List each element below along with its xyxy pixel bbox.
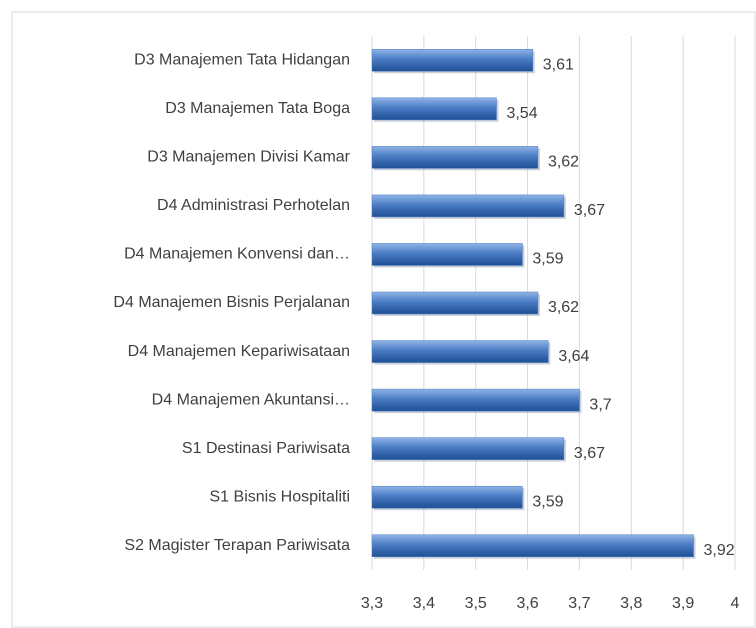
bar <box>371 146 539 169</box>
bar <box>371 291 539 315</box>
x-tick-label: 3,8 <box>620 595 642 612</box>
value-label: 3,61 <box>543 56 574 73</box>
value-label: 3,67 <box>574 445 605 462</box>
category-label: D3 Manajemen Tata Hidangan <box>134 51 350 68</box>
category-label: S1 Destinasi Pariwisata <box>182 440 350 457</box>
value-label: 3,59 <box>532 493 563 510</box>
bar <box>371 437 565 460</box>
category-label: D3 Manajemen Tata Boga <box>165 100 350 117</box>
x-tick-label: 3,5 <box>465 595 487 612</box>
bar <box>371 388 580 412</box>
value-label: 3,7 <box>589 396 611 413</box>
bar <box>371 49 534 72</box>
x-tick-label: 3,3 <box>361 595 383 612</box>
category-label: S2 Magister Terapan Pariwisata <box>124 537 350 554</box>
category-label: D4 Administrasi Perhotelan <box>157 197 350 214</box>
value-label: 3,54 <box>506 105 537 122</box>
x-tick-label: 3,4 <box>413 595 435 612</box>
bar <box>371 485 523 509</box>
category-label: D4 Manajemen Bisnis Perjalanan <box>113 294 350 311</box>
value-label: 3,62 <box>548 154 579 171</box>
x-tick-label: 3,9 <box>672 595 694 612</box>
x-tick-label: 3,7 <box>568 595 590 612</box>
value-label: 3,92 <box>704 542 735 559</box>
category-label: S1 Bisnis Hospitaliti <box>210 488 351 505</box>
category-label: D3 Manajemen Divisi Kamar <box>147 149 350 166</box>
bar <box>371 194 565 218</box>
value-label: 3,67 <box>574 202 605 219</box>
bar <box>371 534 694 557</box>
value-label: 3,59 <box>532 251 563 268</box>
bar <box>371 97 497 121</box>
category-label: D4 Manajemen Konvensi dan… <box>124 246 350 263</box>
category-label: D4 Manajemen Akuntansi… <box>152 391 350 408</box>
chart-frame <box>11 11 756 628</box>
x-tick-label: 3,6 <box>516 595 538 612</box>
bar <box>371 340 549 363</box>
value-label: 3,62 <box>548 299 579 316</box>
bar <box>371 243 523 266</box>
category-label: D4 Manajemen Kepariwisataan <box>128 343 350 360</box>
x-tick-label: 4 <box>731 595 740 612</box>
value-label: 3,64 <box>558 348 589 365</box>
